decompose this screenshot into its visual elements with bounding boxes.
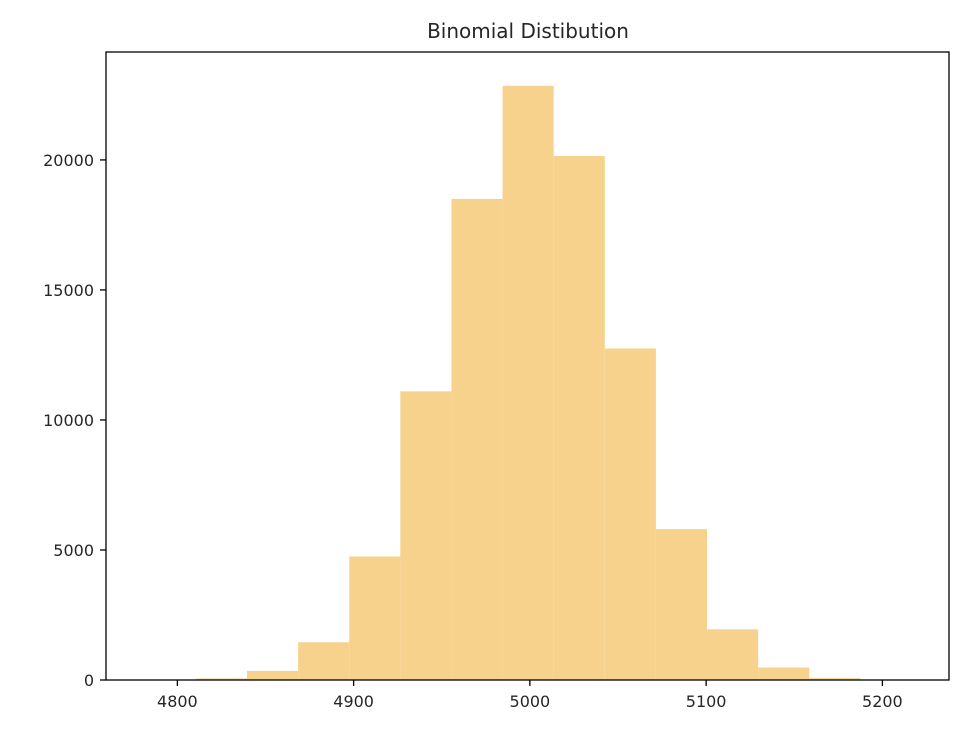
y-tick-label-3: 15000 <box>43 281 94 300</box>
histogram-bar-3 <box>298 642 350 680</box>
histogram-bar-9 <box>604 348 656 680</box>
y-tick-label-0: 0 <box>84 671 94 690</box>
histogram-bar-11 <box>707 629 759 680</box>
plot-frame <box>105 51 950 681</box>
histogram-bar-8 <box>553 156 605 681</box>
histogram-bar-5 <box>400 391 452 680</box>
bars-group <box>144 85 912 681</box>
chart-title: Binomial Distibution <box>427 19 629 43</box>
histogram-bar-1 <box>195 678 247 680</box>
histogram-bar-12 <box>758 667 810 680</box>
x-tick-label-2: 5000 <box>510 692 551 711</box>
histogram-bar-4 <box>349 556 401 680</box>
histogram-bar-2 <box>246 670 299 680</box>
histogram-bar-10 <box>655 529 708 680</box>
x-tick-label-1: 4900 <box>333 692 374 711</box>
x-tick-label-4: 5200 <box>862 692 903 711</box>
histogram-bar-6 <box>451 198 503 680</box>
x-axis-ticks: 4800 4900 5000 5100 5200 <box>157 680 903 711</box>
x-tick-label-0: 4800 <box>157 692 198 711</box>
histogram-bar-13 <box>809 678 861 680</box>
y-tick-label-2: 10000 <box>43 411 94 430</box>
y-axis-ticks: 0 5000 10000 15000 20000 <box>43 151 106 690</box>
histogram-bar-7 <box>502 85 554 681</box>
y-tick-label-4: 20000 <box>43 151 94 170</box>
x-tick-label-3: 5100 <box>686 692 727 711</box>
y-tick-label-1: 5000 <box>53 541 94 560</box>
